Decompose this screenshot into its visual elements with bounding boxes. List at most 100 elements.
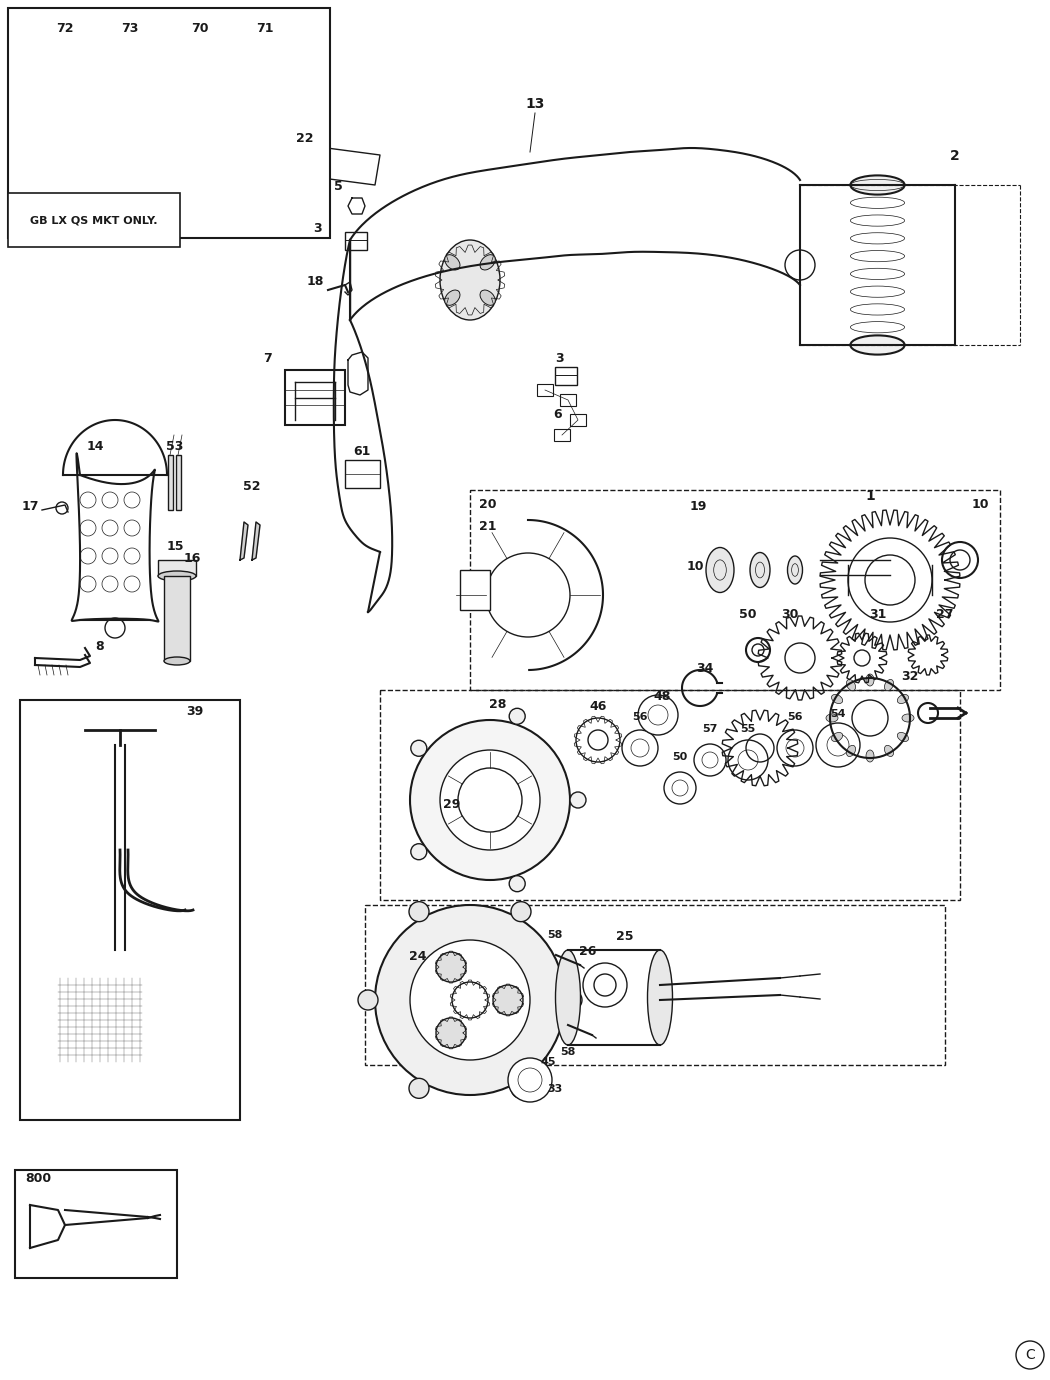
Text: 7: 7 [264, 352, 272, 364]
Text: 33: 33 [547, 1085, 563, 1094]
Text: 6: 6 [553, 408, 563, 421]
Bar [100, 745, 140, 767]
Text: 17: 17 [21, 500, 39, 513]
Text: 14: 14 [86, 440, 104, 453]
Text: 30: 30 [781, 609, 799, 621]
Circle shape [622, 730, 658, 766]
Text: 22: 22 [296, 132, 314, 145]
Circle shape [511, 1078, 531, 1098]
Ellipse shape [100, 856, 140, 874]
Text: 50: 50 [672, 752, 688, 762]
Ellipse shape [846, 745, 856, 756]
Polygon shape [252, 522, 260, 560]
Text: C: C [1025, 1348, 1035, 1362]
Ellipse shape [555, 949, 581, 1045]
Circle shape [562, 989, 582, 1010]
Circle shape [511, 901, 531, 922]
Ellipse shape [440, 240, 500, 320]
Ellipse shape [898, 733, 908, 741]
Bar [537, 384, 553, 396]
Ellipse shape [826, 713, 838, 722]
Text: 13: 13 [525, 97, 545, 110]
Bar [365, 905, 945, 1065]
Circle shape [358, 989, 378, 1010]
Bar [470, 490, 1000, 690]
Circle shape [852, 700, 888, 736]
Ellipse shape [898, 694, 908, 704]
Bar [15, 1170, 177, 1278]
Circle shape [694, 744, 726, 776]
Circle shape [508, 1058, 552, 1103]
Ellipse shape [411, 843, 426, 860]
Ellipse shape [832, 694, 843, 704]
Text: GB LX QS MKT ONLY.: GB LX QS MKT ONLY. [30, 215, 158, 225]
Text: 20: 20 [479, 498, 497, 511]
Text: 15: 15 [166, 540, 184, 553]
Ellipse shape [902, 713, 913, 722]
Circle shape [728, 740, 768, 780]
Text: 21: 21 [479, 520, 497, 533]
Text: 73: 73 [122, 22, 139, 34]
Text: 54: 54 [831, 709, 845, 719]
Text: 29: 29 [443, 798, 461, 811]
Bar [20, 700, 240, 1121]
Bar [555, 367, 578, 385]
Circle shape [942, 542, 978, 578]
Text: 56: 56 [632, 712, 648, 722]
Ellipse shape [884, 679, 894, 690]
Text: 5: 5 [334, 179, 342, 193]
Text: 55: 55 [740, 724, 756, 734]
Ellipse shape [509, 876, 525, 891]
Circle shape [494, 985, 523, 1016]
Text: 52: 52 [244, 480, 260, 493]
Circle shape [583, 963, 627, 1007]
Circle shape [777, 730, 813, 766]
Ellipse shape [850, 175, 905, 195]
Ellipse shape [866, 749, 874, 762]
Text: 2: 2 [950, 149, 960, 163]
Bar [460, 570, 490, 610]
Bar [345, 460, 380, 489]
Bar [345, 232, 367, 250]
Text: 34: 34 [696, 662, 714, 675]
Text: 53: 53 [166, 440, 184, 453]
Ellipse shape [509, 708, 525, 725]
Text: 46: 46 [589, 700, 607, 713]
Text: 1: 1 [865, 489, 875, 502]
Text: 58: 58 [561, 1047, 575, 1057]
Circle shape [410, 940, 530, 1060]
Text: 800: 800 [25, 1172, 51, 1185]
Text: 28: 28 [489, 698, 507, 711]
Bar [380, 690, 960, 900]
Bar [168, 455, 173, 511]
Text: 57: 57 [702, 724, 718, 734]
Ellipse shape [570, 792, 586, 809]
Bar [176, 455, 181, 511]
Circle shape [440, 749, 540, 850]
Text: 45: 45 [541, 1057, 555, 1067]
Bar [164, 575, 190, 661]
Text: 27: 27 [937, 609, 953, 621]
Ellipse shape [866, 673, 874, 686]
Text: 71: 71 [256, 22, 274, 34]
Bar [8, 8, 330, 237]
Circle shape [410, 1078, 429, 1098]
Polygon shape [240, 522, 248, 560]
Text: 31: 31 [869, 609, 886, 621]
Ellipse shape [846, 679, 856, 690]
Circle shape [375, 905, 565, 1094]
Text: 19: 19 [689, 500, 707, 513]
Ellipse shape [648, 949, 672, 1045]
Text: 16: 16 [184, 552, 201, 564]
Circle shape [816, 723, 860, 767]
Text: 70: 70 [191, 22, 209, 34]
Text: 18: 18 [307, 275, 323, 288]
Bar [570, 414, 586, 426]
Circle shape [664, 771, 696, 805]
Ellipse shape [480, 290, 496, 305]
Text: 50: 50 [739, 609, 757, 621]
Text: 3: 3 [314, 222, 322, 235]
Bar [554, 429, 570, 442]
Text: 32: 32 [901, 671, 919, 683]
Circle shape [576, 718, 620, 762]
